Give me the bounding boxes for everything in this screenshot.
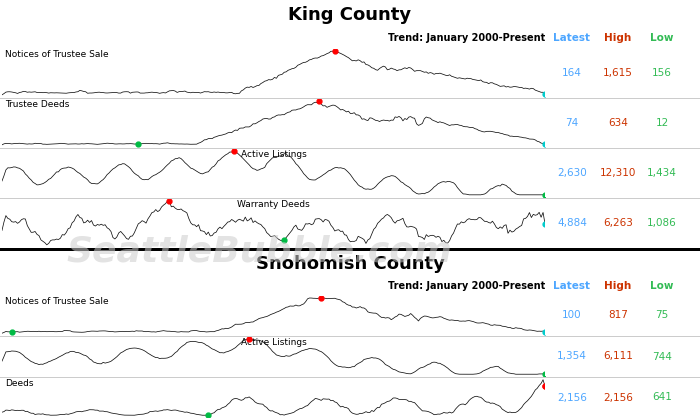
Text: Notices of Trustee Sale: Notices of Trustee Sale: [5, 50, 108, 60]
Text: 1,086: 1,086: [647, 218, 677, 228]
Text: 2,156: 2,156: [557, 393, 587, 402]
Text: Active Listings: Active Listings: [241, 150, 307, 160]
Text: 6,263: 6,263: [603, 218, 633, 228]
Text: 634: 634: [608, 118, 628, 128]
Text: 2,630: 2,630: [557, 168, 587, 178]
Text: Latest: Latest: [554, 33, 591, 42]
Text: Warranty Deeds: Warranty Deeds: [237, 200, 310, 210]
Text: 817: 817: [608, 310, 628, 320]
Text: Latest: Latest: [554, 281, 591, 291]
Text: Trend: January 2000-Present: Trend: January 2000-Present: [388, 33, 545, 42]
Text: Low: Low: [650, 33, 673, 42]
Text: 2,156: 2,156: [603, 393, 633, 402]
Text: Deeds: Deeds: [5, 379, 33, 388]
Text: Active Listings: Active Listings: [241, 338, 307, 347]
Text: 1,615: 1,615: [603, 68, 633, 78]
Text: 4,884: 4,884: [557, 218, 587, 228]
Text: 1,354: 1,354: [557, 352, 587, 362]
Text: High: High: [604, 33, 631, 42]
Text: 12,310: 12,310: [600, 168, 636, 178]
Text: 75: 75: [655, 310, 668, 320]
Text: 74: 74: [566, 118, 579, 128]
Text: 100: 100: [562, 310, 582, 320]
Text: King County: King County: [288, 6, 412, 24]
Text: Trustee Deeds: Trustee Deeds: [5, 100, 69, 110]
Text: Low: Low: [650, 281, 673, 291]
Text: 12: 12: [655, 118, 668, 128]
Text: SeattleBubble.com: SeattleBubble.com: [66, 235, 452, 269]
Text: 156: 156: [652, 68, 672, 78]
Text: 6,111: 6,111: [603, 352, 633, 362]
Text: High: High: [604, 281, 631, 291]
Text: 1,434: 1,434: [647, 168, 677, 178]
Text: 641: 641: [652, 393, 672, 402]
Text: 744: 744: [652, 352, 672, 362]
Text: Snohomish County: Snohomish County: [256, 255, 444, 273]
Text: Trend: January 2000-Present: Trend: January 2000-Present: [388, 281, 545, 291]
Text: Notices of Trustee Sale: Notices of Trustee Sale: [5, 297, 108, 306]
Text: 164: 164: [562, 68, 582, 78]
